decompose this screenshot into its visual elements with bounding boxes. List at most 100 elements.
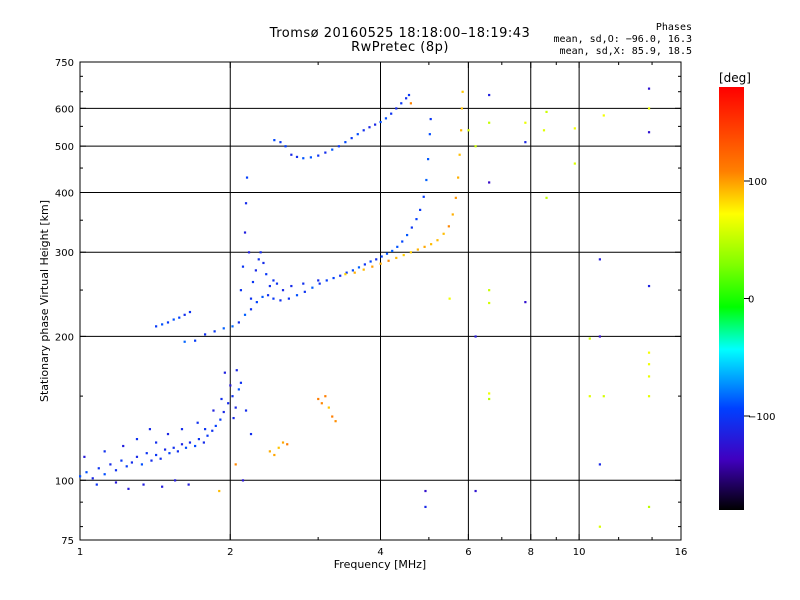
- y-tick-label: 300: [55, 248, 74, 259]
- data-point: [647, 87, 651, 90]
- data-point: [244, 409, 248, 412]
- y-tick-label: 200: [55, 332, 74, 343]
- x-axis-label: Frequency [MHz]: [334, 558, 426, 571]
- x-tick-label: 10: [573, 547, 586, 558]
- data-point: [598, 463, 601, 466]
- data-point: [334, 420, 337, 423]
- data-point: [235, 369, 238, 372]
- data-point: [380, 255, 383, 258]
- data-point: [109, 463, 112, 466]
- data-point: [317, 279, 320, 282]
- data-point: [219, 418, 222, 421]
- data-point: [327, 406, 330, 409]
- grid-lines: [80, 62, 681, 540]
- data-point: [458, 153, 461, 156]
- data-point: [379, 262, 382, 265]
- data-point: [573, 162, 576, 165]
- data-point: [184, 446, 188, 449]
- data-point: [91, 477, 94, 480]
- data-point: [166, 321, 170, 324]
- data-point: [488, 181, 491, 184]
- colorbar-ticks: 100 0 −100: [744, 177, 775, 423]
- data-point: [524, 141, 527, 144]
- data-point: [277, 446, 280, 449]
- data-point: [387, 259, 390, 262]
- data-point: [243, 231, 247, 234]
- x-tick-label: 8: [528, 547, 534, 558]
- data-point: [241, 479, 245, 482]
- colorbar-tick-label: −100: [748, 412, 775, 423]
- data-point: [220, 397, 223, 401]
- data-point: [318, 282, 321, 285]
- data-point: [524, 121, 527, 124]
- data-point: [451, 213, 454, 216]
- data-point: [266, 294, 270, 297]
- data-point: [488, 93, 491, 97]
- data-point: [369, 260, 372, 263]
- data-point: [311, 286, 314, 289]
- data-point: [402, 254, 405, 257]
- x-tick-label: 1: [77, 547, 83, 558]
- data-point: [407, 93, 411, 97]
- data-point: [415, 218, 418, 221]
- y-tick-label: 100: [55, 476, 74, 487]
- data-point: [647, 363, 651, 366]
- data-point: [362, 129, 365, 132]
- data-point: [295, 294, 299, 297]
- data-point: [385, 252, 389, 255]
- data-point: [85, 471, 88, 474]
- data-point: [79, 475, 82, 478]
- data-point: [275, 282, 279, 285]
- data-point: [545, 196, 548, 199]
- x-tick-label: 4: [377, 547, 383, 558]
- data-point: [362, 268, 365, 271]
- data-point: [183, 313, 186, 316]
- data-point: [239, 381, 243, 384]
- data-point: [391, 249, 394, 253]
- data-point: [247, 251, 251, 254]
- data-point: [488, 397, 491, 401]
- data-point: [284, 145, 287, 148]
- data-point: [416, 248, 419, 251]
- data-point: [114, 469, 118, 472]
- data-point: [120, 459, 123, 462]
- data-point: [647, 395, 651, 398]
- chart-title-line-2: RwPretec (8p): [351, 40, 449, 55]
- data-point: [268, 284, 271, 288]
- data-point: [290, 284, 293, 288]
- data-point: [249, 308, 253, 311]
- data-point: [344, 273, 347, 276]
- data-point: [647, 284, 651, 288]
- phase-box-x-mode: mean, sd,X: 85.9, 18.5: [559, 46, 692, 57]
- data-point: [211, 429, 214, 432]
- data-point: [122, 444, 125, 448]
- data-point: [447, 225, 450, 228]
- phase-box-title: Phases: [655, 22, 692, 33]
- data-point: [405, 233, 409, 237]
- data-point: [103, 473, 106, 476]
- data-point: [254, 269, 257, 272]
- data-point: [309, 156, 312, 159]
- data-point: [222, 410, 225, 414]
- y-tick-label: 600: [55, 104, 74, 115]
- data-point: [401, 240, 404, 243]
- data-point: [436, 239, 439, 242]
- data-point: [345, 271, 348, 274]
- data-point: [427, 158, 430, 161]
- data-point: [244, 202, 248, 205]
- data-point: [245, 176, 249, 179]
- data-point: [317, 154, 320, 157]
- data-point: [114, 481, 118, 484]
- data-point: [140, 463, 144, 466]
- data-point: [180, 428, 184, 431]
- data-point: [545, 110, 548, 114]
- chart-title-line-1: Tromsø 20160525 18:18:00–18:19:43: [269, 26, 531, 41]
- data-point: [400, 102, 403, 105]
- data-point: [257, 258, 260, 261]
- data-point: [442, 232, 445, 235]
- data-point: [188, 310, 192, 314]
- data-point: [460, 129, 463, 132]
- data-point: [430, 243, 433, 246]
- data-point: [303, 290, 306, 293]
